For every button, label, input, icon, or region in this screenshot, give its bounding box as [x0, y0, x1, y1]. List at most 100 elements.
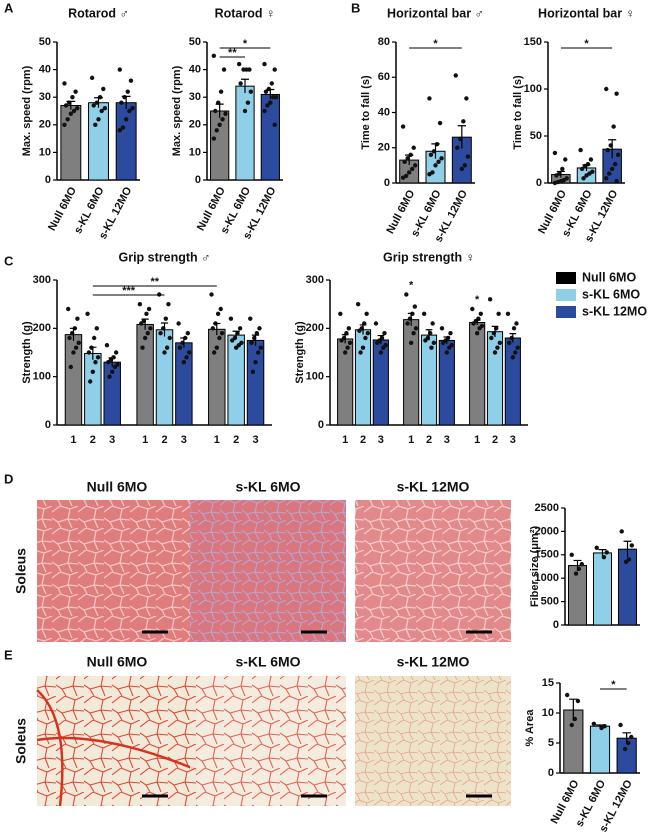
data-point [448, 330, 453, 336]
data-point [218, 306, 223, 312]
data-point [257, 326, 262, 331]
error-bar [473, 319, 481, 325]
data-point [127, 108, 132, 114]
data-point [248, 316, 253, 321]
data-point [110, 369, 115, 375]
data-point [158, 330, 163, 336]
x-tick-label: 2 [360, 434, 366, 446]
y-tick-label: 0 [553, 619, 559, 631]
y-tick-label: 2500 [535, 502, 559, 514]
significance: * [611, 679, 616, 691]
data-point [430, 321, 435, 326]
error-bar [69, 327, 78, 341]
data-point [65, 117, 70, 122]
data-point [145, 330, 150, 336]
data-point [607, 171, 612, 176]
data-point [496, 311, 501, 317]
bar [589, 725, 611, 774]
data-point [75, 316, 80, 321]
error-bar [582, 164, 591, 171]
data-point [514, 321, 519, 326]
data-point [363, 335, 368, 341]
significance: * [243, 38, 248, 50]
bar [208, 328, 226, 426]
x-tick-label: 3 [510, 434, 516, 446]
error-bar [457, 125, 467, 149]
data-point [210, 326, 216, 331]
y-tick-label: 300 [306, 274, 324, 286]
significance: ** [151, 276, 160, 288]
data-point [569, 552, 574, 557]
data-point [497, 340, 503, 346]
data-point [162, 350, 167, 355]
y-tick-label: 2000 [535, 525, 559, 537]
bar [235, 85, 255, 181]
data-point [408, 340, 414, 346]
data-point [214, 345, 219, 350]
data-point [269, 81, 274, 86]
data-point [581, 176, 586, 181]
error-bar [215, 103, 224, 118]
histology: Null 6MO s-KL 6MO s-KL 12MO Null 6MO s-K… [13, 479, 511, 807]
data-point [552, 150, 558, 156]
legend-label: s-KL 6MO [582, 287, 640, 301]
error-bar [213, 322, 221, 336]
error-bar [404, 154, 414, 166]
data-point [440, 340, 446, 346]
data-point [95, 355, 101, 360]
data-point [339, 338, 344, 343]
y-tick-label: 150 [524, 36, 542, 48]
data-point [166, 301, 171, 307]
legend-swatch [556, 272, 576, 284]
x-tick-label: 1 [142, 434, 148, 446]
data-point [125, 89, 130, 94]
data-point [242, 108, 248, 114]
data-point [505, 311, 511, 317]
data-point [338, 311, 343, 317]
error-bar [569, 698, 578, 721]
image-skl6-sirius [190, 676, 346, 806]
data-point [90, 369, 96, 375]
data-point [99, 108, 104, 114]
data-point [255, 350, 261, 355]
data-point [221, 67, 227, 72]
x-tick-label: 2 [426, 434, 432, 446]
error-bar [407, 312, 415, 326]
data-point [564, 692, 570, 698]
data-point [96, 117, 101, 122]
y-tick-label: 0 [45, 174, 51, 186]
error-bar [573, 559, 582, 571]
data-point [214, 128, 219, 133]
collagen [36, 689, 198, 807]
data-point [68, 364, 74, 370]
data-point [85, 311, 90, 317]
data-point [176, 321, 181, 326]
chart-title: Grip strength ♀ [383, 250, 475, 264]
data-point [107, 374, 112, 379]
data-point [410, 166, 415, 172]
data-point [604, 86, 609, 92]
x-tick-label: 2 [90, 434, 96, 446]
bar [420, 334, 438, 426]
column-label: Null 6MO [87, 654, 148, 670]
data-point [253, 359, 258, 365]
bar [260, 93, 280, 181]
data-point [184, 355, 189, 360]
data-point [365, 330, 371, 336]
data-point [477, 326, 482, 331]
data-point [241, 67, 246, 72]
data-point [427, 171, 432, 177]
y-tick-label: 100 [524, 83, 542, 95]
y-tick-label: 30 [39, 91, 51, 103]
data-point [101, 86, 106, 92]
data-point [164, 345, 170, 350]
y-tick-label: 10 [39, 146, 51, 158]
data-point [265, 103, 270, 108]
data-point [400, 175, 406, 180]
data-point [217, 335, 222, 341]
data-point [102, 106, 108, 111]
significance: * [584, 38, 589, 50]
y-tick-label: 1000 [535, 572, 559, 584]
data-point [402, 159, 407, 165]
data-point [382, 330, 387, 336]
